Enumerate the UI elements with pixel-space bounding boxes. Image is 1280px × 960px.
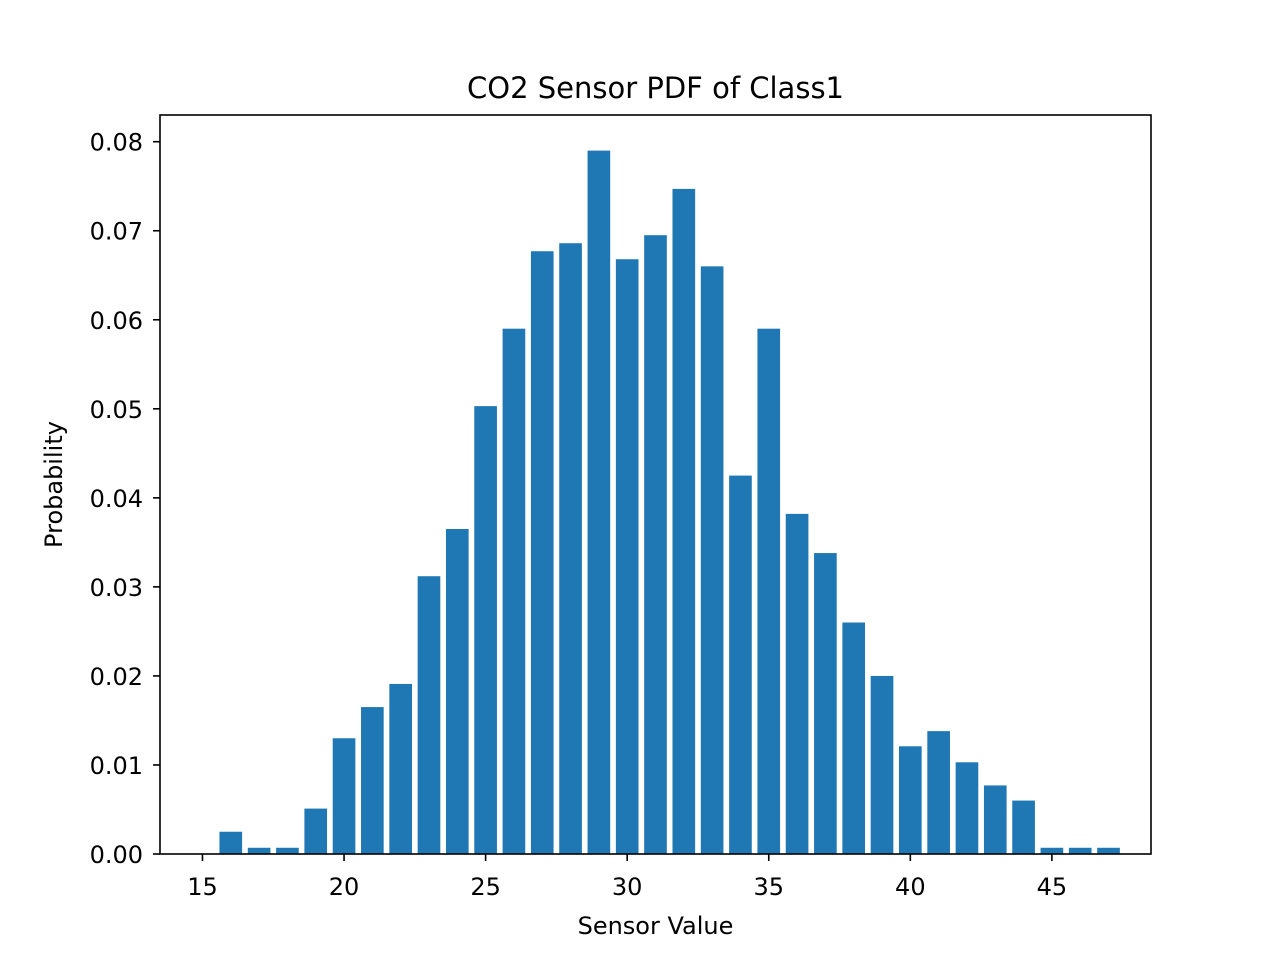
bar-40 (899, 746, 922, 854)
x-axis-ticks: 15 20 25 30 35 40 45 (187, 854, 1067, 901)
bar-44 (1012, 800, 1035, 854)
bar-28 (559, 243, 582, 854)
x-tick-label: 20 (329, 873, 360, 901)
bar-32 (672, 188, 696, 854)
plot-frame (159, 114, 1152, 855)
bar-36 (785, 513, 809, 854)
bar-21 (361, 707, 384, 854)
x-axis-label: Sensor Value (578, 912, 734, 940)
bar-31 (644, 235, 667, 854)
bar-16 (219, 831, 243, 854)
bar-33 (700, 266, 724, 854)
bar-45 (1040, 847, 1064, 854)
y-tick-label: 0.08 (90, 129, 143, 157)
bar-17 (247, 847, 271, 854)
chart-title: CO2 Sensor PDF of Class1 (467, 71, 844, 105)
bar-23 (417, 576, 441, 854)
y-tick-label: 0.03 (90, 574, 143, 602)
x-tick-label: 40 (895, 873, 926, 901)
bar-47 (1097, 847, 1120, 854)
y-tick-label: 0.00 (90, 841, 143, 869)
bar-41 (927, 731, 950, 854)
x-tick-label: 35 (753, 873, 784, 901)
bar-26 (502, 328, 526, 854)
bar-39 (870, 675, 894, 854)
y-tick-label: 0.05 (90, 396, 143, 424)
y-tick-label: 0.04 (90, 485, 143, 513)
bar-29 (587, 150, 611, 855)
bars-layer (219, 150, 1120, 855)
bar-27 (530, 251, 554, 855)
bar-43 (983, 785, 1007, 854)
bar-37 (814, 553, 837, 854)
bar-20 (332, 738, 356, 854)
bar-18 (276, 847, 299, 854)
y-axis-ticks: 0.00 0.01 0.02 0.03 0.04 0.05 0.06 0.07 0.08 (90, 129, 160, 869)
x-tick-label: 15 (187, 873, 218, 901)
bar-34 (729, 475, 752, 854)
bar-24 (445, 529, 469, 854)
y-tick-label: 0.06 (90, 307, 143, 335)
bar-38 (842, 622, 866, 854)
y-tick-label: 0.01 (90, 752, 143, 780)
y-tick-label: 0.07 (90, 218, 143, 246)
y-axis-label: Probability (40, 421, 68, 548)
bar-25 (474, 406, 497, 854)
x-tick-label: 30 (612, 873, 643, 901)
x-tick-label: 45 (1037, 873, 1068, 901)
bar-19 (304, 808, 328, 854)
bar-42 (955, 762, 979, 854)
y-tick-label: 0.02 (90, 663, 143, 691)
bar-46 (1068, 847, 1092, 854)
bar-30 (615, 259, 639, 854)
bar-22 (389, 683, 412, 854)
x-tick-label: 25 (470, 873, 501, 901)
bar-35 (757, 328, 781, 854)
